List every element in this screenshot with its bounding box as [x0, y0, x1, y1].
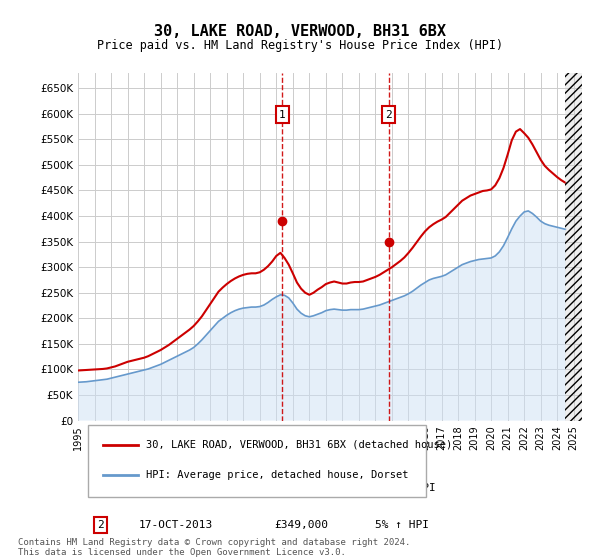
Text: 2: 2 [97, 520, 104, 530]
Text: 1: 1 [279, 110, 286, 119]
Text: 1: 1 [97, 483, 104, 492]
Text: 5% ↑ HPI: 5% ↑ HPI [376, 520, 430, 530]
Text: 17-OCT-2013: 17-OCT-2013 [139, 520, 213, 530]
Text: 2: 2 [385, 110, 392, 119]
Text: 30, LAKE ROAD, VERWOOD, BH31 6BX (detached house): 30, LAKE ROAD, VERWOOD, BH31 6BX (detach… [146, 440, 452, 450]
Text: 21% ↑ HPI: 21% ↑ HPI [376, 483, 436, 492]
Text: £349,000: £349,000 [275, 520, 329, 530]
Text: £390,000: £390,000 [275, 483, 329, 492]
Text: HPI: Average price, detached house, Dorset: HPI: Average price, detached house, Dors… [146, 470, 409, 480]
Bar [565, 73, 582, 421]
Text: Price paid vs. HM Land Registry's House Price Index (HPI): Price paid vs. HM Land Registry's House … [97, 39, 503, 52]
FancyBboxPatch shape [88, 424, 426, 497]
Text: 30, LAKE ROAD, VERWOOD, BH31 6BX: 30, LAKE ROAD, VERWOOD, BH31 6BX [154, 24, 446, 39]
Text: 10-MAY-2007: 10-MAY-2007 [139, 483, 213, 492]
Text: Contains HM Land Registry data © Crown copyright and database right 2024.
This d: Contains HM Land Registry data © Crown c… [18, 538, 410, 557]
